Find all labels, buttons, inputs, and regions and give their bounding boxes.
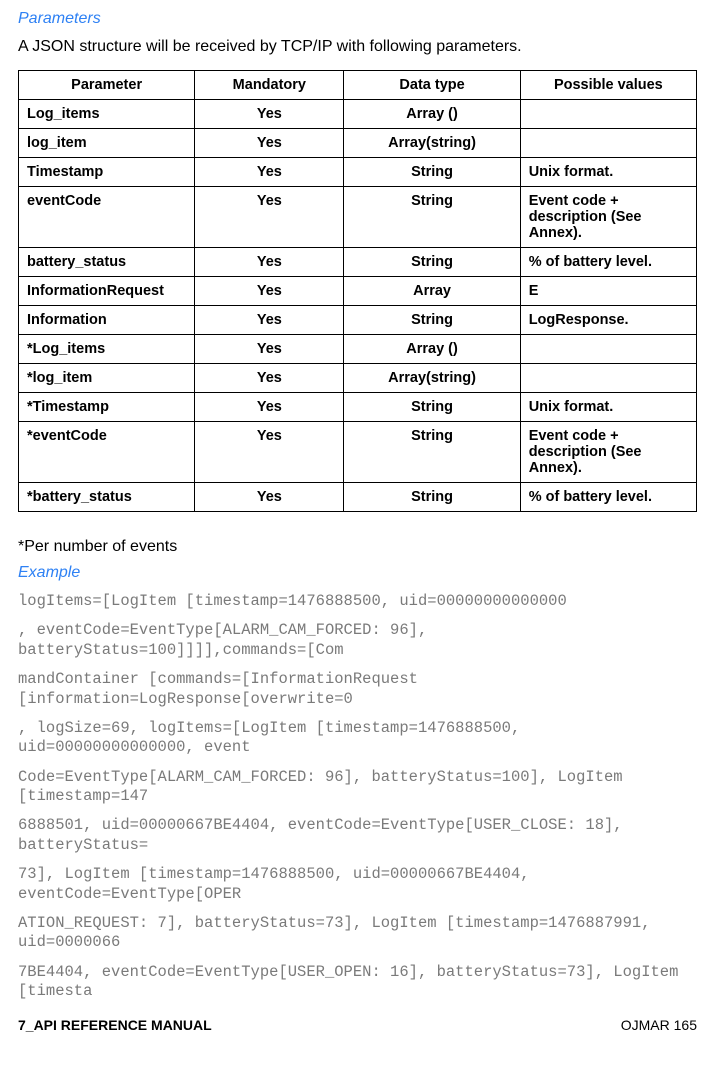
table-cell: String: [344, 248, 520, 277]
table-cell: Yes: [195, 335, 344, 364]
table-cell: Yes: [195, 158, 344, 187]
table-cell: Yes: [195, 306, 344, 335]
table-row: *Log_itemsYesArray (): [19, 335, 697, 364]
table-cell: Array (): [344, 100, 520, 129]
table-cell: Array(string): [344, 129, 520, 158]
table-cell: InformationRequest: [19, 277, 195, 306]
table-cell: String: [344, 422, 520, 483]
table-header-mandatory: Mandatory: [195, 71, 344, 100]
table-cell: Yes: [195, 187, 344, 248]
table-cell: *eventCode: [19, 422, 195, 483]
code-line: logItems=[LogItem [timestamp=1476888500,…: [18, 592, 697, 611]
table-cell: LogResponse.: [520, 306, 696, 335]
table-header-parameter: Parameter: [19, 71, 195, 100]
section-title-parameters: Parameters: [18, 10, 697, 28]
table-row: battery_statusYesString% of battery leve…: [19, 248, 697, 277]
footer-right: OJMAR 165: [621, 1017, 697, 1033]
table-cell: [520, 335, 696, 364]
footnote-text: *Per number of events: [18, 538, 697, 556]
table-header-datatype: Data type: [344, 71, 520, 100]
table-cell: String: [344, 483, 520, 512]
code-line: Code=EventType[ALARM_CAM_FORCED: 96], ba…: [18, 768, 697, 807]
table-cell: Array (): [344, 335, 520, 364]
table-cell: % of battery level.: [520, 483, 696, 512]
table-cell: Yes: [195, 100, 344, 129]
table-cell: % of battery level.: [520, 248, 696, 277]
intro-text: A JSON structure will be received by TCP…: [18, 38, 697, 56]
table-header-possiblevalues: Possible values: [520, 71, 696, 100]
table-cell: Information: [19, 306, 195, 335]
table-cell: Yes: [195, 248, 344, 277]
parameters-table: Parameter Mandatory Data type Possible v…: [18, 70, 697, 512]
table-cell: Unix format.: [520, 393, 696, 422]
table-cell: Yes: [195, 129, 344, 158]
table-cell: E: [520, 277, 696, 306]
table-cell: String: [344, 158, 520, 187]
code-line: , logSize=69, logItems=[LogItem [timesta…: [18, 719, 697, 758]
table-cell: [520, 129, 696, 158]
table-row: *log_itemYesArray(string): [19, 364, 697, 393]
example-code-block: logItems=[LogItem [timestamp=1476888500,…: [18, 592, 697, 1001]
table-cell: Log_items: [19, 100, 195, 129]
table-cell: log_item: [19, 129, 195, 158]
table-cell: eventCode: [19, 187, 195, 248]
footer-left: 7_API REFERENCE MANUAL: [18, 1017, 212, 1033]
table-row: *eventCodeYesStringEvent code + descript…: [19, 422, 697, 483]
table-cell: *log_item: [19, 364, 195, 393]
table-cell: Event code + description (See Annex).: [520, 187, 696, 248]
table-cell: Yes: [195, 277, 344, 306]
table-row: log_itemYesArray(string): [19, 129, 697, 158]
table-cell: [520, 100, 696, 129]
table-cell: battery_status: [19, 248, 195, 277]
code-line: 7BE4404, eventCode=EventType[USER_OPEN: …: [18, 963, 697, 1002]
table-cell: [520, 364, 696, 393]
table-row: InformationYesStringLogResponse.: [19, 306, 697, 335]
page: Parameters A JSON structure will be rece…: [0, 0, 715, 1051]
code-line: mandContainer [commands=[InformationRequ…: [18, 670, 697, 709]
code-line: 6888501, uid=00000667BE4404, eventCode=E…: [18, 816, 697, 855]
table-row: *TimestampYesStringUnix format.: [19, 393, 697, 422]
table-row: Log_itemsYesArray (): [19, 100, 697, 129]
table-row: InformationRequestYesArrayE: [19, 277, 697, 306]
section-title-example: Example: [18, 564, 697, 582]
code-line: ATION_REQUEST: 7], batteryStatus=73], Lo…: [18, 914, 697, 953]
code-line: , eventCode=EventType[ALARM_CAM_FORCED: …: [18, 621, 697, 660]
table-cell: Yes: [195, 393, 344, 422]
table-cell: *Timestamp: [19, 393, 195, 422]
table-cell: String: [344, 393, 520, 422]
table-cell: Array(string): [344, 364, 520, 393]
table-row: *battery_statusYesString% of battery lev…: [19, 483, 697, 512]
table-cell: String: [344, 187, 520, 248]
table-header-row: Parameter Mandatory Data type Possible v…: [19, 71, 697, 100]
table-cell: Unix format.: [520, 158, 696, 187]
table-row: eventCodeYesStringEvent code + descripti…: [19, 187, 697, 248]
table-cell: Yes: [195, 364, 344, 393]
table-cell: Event code + description (See Annex).: [520, 422, 696, 483]
table-cell: *battery_status: [19, 483, 195, 512]
code-line: 73], LogItem [timestamp=1476888500, uid=…: [18, 865, 697, 904]
table-cell: *Log_items: [19, 335, 195, 364]
table-cell: String: [344, 306, 520, 335]
table-cell: Yes: [195, 422, 344, 483]
table-cell: Yes: [195, 483, 344, 512]
table-cell: Array: [344, 277, 520, 306]
table-cell: Timestamp: [19, 158, 195, 187]
page-footer: 7_API REFERENCE MANUAL OJMAR 165: [18, 1017, 697, 1033]
table-row: TimestampYesStringUnix format.: [19, 158, 697, 187]
